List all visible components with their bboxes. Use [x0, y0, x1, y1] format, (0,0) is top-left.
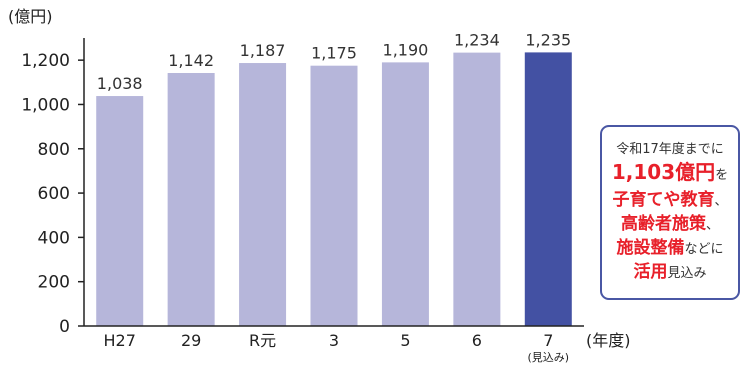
bar-value-label: 1,142: [168, 51, 214, 70]
x-tick-label: R元: [249, 331, 276, 350]
y-axis-label: (億円): [8, 7, 53, 26]
bar: [239, 63, 287, 327]
x-tick-label: 7: [543, 331, 553, 350]
callout-item-2-suffix: 、: [705, 218, 719, 233]
x-tick-label: 6: [472, 331, 482, 350]
y-tick-label: 1,200: [21, 51, 70, 71]
callout-item-1-suffix: 、: [714, 194, 728, 209]
callout-item-2: 高齢者施策: [620, 214, 706, 234]
bar: [310, 65, 358, 326]
callout-item-3: 施設整備: [616, 238, 685, 258]
bar-value-label: 1,175: [311, 44, 357, 63]
bar-value-label: 1,187: [240, 41, 286, 60]
bar-value-label: 1,038: [97, 74, 143, 93]
x-tick-label: H27: [104, 331, 136, 350]
callout-amount: 1,103億円: [611, 160, 716, 184]
y-tick-label: 1,000: [21, 95, 70, 115]
x-axis-ticks: H27 29 R元 3 5 6 7(見込み): [104, 331, 570, 364]
callout-line-1: 令和17年度までに: [616, 142, 724, 157]
bar-value-label: 1,190: [383, 40, 429, 59]
y-tick-label: 400: [38, 228, 70, 248]
x-tick-label: 29: [181, 331, 201, 350]
x-tick-sublabel: (見込み): [527, 351, 569, 364]
callout-item-1-line: 子育てや教育、: [602, 189, 738, 213]
bars: [96, 52, 572, 327]
callout-item-3-suffix: などに: [684, 242, 724, 257]
callout-box: 令和17年度までに 1,103億円を 子育てや教育、 高齢者施策、 施設整備など…: [600, 125, 740, 300]
bar: [381, 62, 429, 326]
x-tick-label: 3: [329, 331, 339, 350]
bar-value-label: 1,235: [525, 30, 571, 49]
bar: [167, 73, 215, 326]
bar: [524, 52, 572, 327]
callout-item-4-suffix: 見込み: [667, 266, 707, 281]
bar: [96, 96, 144, 326]
y-tick-label: 0: [59, 317, 70, 337]
callout-item-4-line: 活用見込み: [602, 261, 738, 285]
callout-item-4: 活用: [633, 262, 668, 282]
y-axis-ticks: 0 200 400 600 800 1,000 1,200: [21, 51, 84, 337]
callout-amount-line: 1,103億円を: [602, 159, 738, 189]
x-axis-label: (年度): [586, 331, 631, 350]
callout-item-1: 子育てや教育: [612, 190, 715, 210]
bar: [453, 52, 501, 326]
y-tick-label: 600: [38, 184, 70, 204]
callout-amount-suffix: を: [715, 168, 729, 183]
y-tick-label: 200: [38, 273, 70, 293]
bar-value-label: 1,234: [454, 31, 500, 50]
x-tick-label: 5: [400, 331, 410, 350]
y-tick-label: 800: [38, 140, 70, 160]
callout-item-3-line: 施設整備などに: [602, 237, 738, 261]
value-labels: 1,038 1,142 1,187 1,175 1,190 1,234 1,235: [97, 30, 571, 93]
callout-item-2-line: 高齢者施策、: [602, 213, 738, 237]
